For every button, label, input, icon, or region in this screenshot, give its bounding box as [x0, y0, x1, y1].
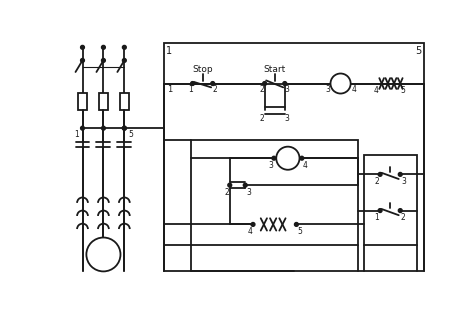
Circle shape	[378, 209, 382, 212]
Circle shape	[283, 82, 286, 85]
Text: M: M	[337, 78, 345, 89]
Text: 1: 1	[167, 85, 172, 94]
Circle shape	[102, 46, 105, 49]
Circle shape	[378, 173, 382, 176]
Text: 1: 1	[166, 46, 173, 56]
Bar	[164, 44, 423, 271]
Circle shape	[86, 238, 120, 272]
Text: 4: 4	[374, 86, 379, 95]
Text: 3: 3	[325, 85, 330, 94]
Text: 5: 5	[297, 227, 302, 236]
Circle shape	[81, 46, 84, 49]
Text: 2: 2	[224, 188, 229, 197]
Circle shape	[228, 183, 231, 187]
Circle shape	[263, 82, 266, 85]
Text: 4: 4	[351, 85, 356, 94]
Circle shape	[251, 223, 255, 226]
Circle shape	[81, 59, 84, 62]
Text: M: M	[283, 153, 292, 163]
Circle shape	[211, 82, 214, 85]
Text: 5: 5	[415, 46, 421, 56]
Circle shape	[102, 59, 105, 62]
Text: 3: 3	[401, 177, 406, 186]
Text: Start: Start	[264, 65, 286, 74]
Text: 2: 2	[401, 213, 406, 222]
Text: 3: 3	[268, 161, 273, 169]
Text: 4: 4	[302, 161, 307, 169]
Text: 5: 5	[128, 130, 133, 139]
Circle shape	[295, 223, 298, 226]
Circle shape	[272, 156, 275, 160]
Text: 1: 1	[74, 130, 79, 139]
Circle shape	[123, 127, 126, 130]
Bar	[78, 93, 87, 110]
Text: 3: 3	[246, 188, 251, 197]
Circle shape	[191, 82, 194, 85]
Text: 1: 1	[374, 213, 379, 222]
Circle shape	[276, 147, 300, 170]
Text: 3: 3	[285, 85, 290, 94]
Text: Stop: Stop	[192, 65, 213, 74]
Circle shape	[399, 173, 402, 176]
Circle shape	[330, 73, 351, 94]
Text: 1: 1	[188, 85, 192, 94]
Text: 2: 2	[213, 85, 218, 94]
Text: 4: 4	[247, 227, 252, 236]
Bar	[191, 140, 357, 245]
Bar	[364, 155, 417, 245]
Circle shape	[244, 183, 247, 187]
Text: 5: 5	[400, 86, 405, 95]
Circle shape	[102, 127, 105, 130]
Circle shape	[123, 59, 126, 62]
Circle shape	[123, 127, 126, 130]
Text: Motor: Motor	[91, 250, 116, 259]
Bar	[120, 93, 129, 110]
Circle shape	[300, 156, 303, 160]
Circle shape	[399, 209, 402, 212]
Text: 2: 2	[374, 177, 379, 186]
Bar	[99, 93, 108, 110]
Circle shape	[81, 127, 84, 130]
Text: 3: 3	[285, 114, 290, 123]
Circle shape	[123, 46, 126, 49]
Text: 2: 2	[260, 114, 264, 123]
Text: 2: 2	[260, 85, 264, 94]
